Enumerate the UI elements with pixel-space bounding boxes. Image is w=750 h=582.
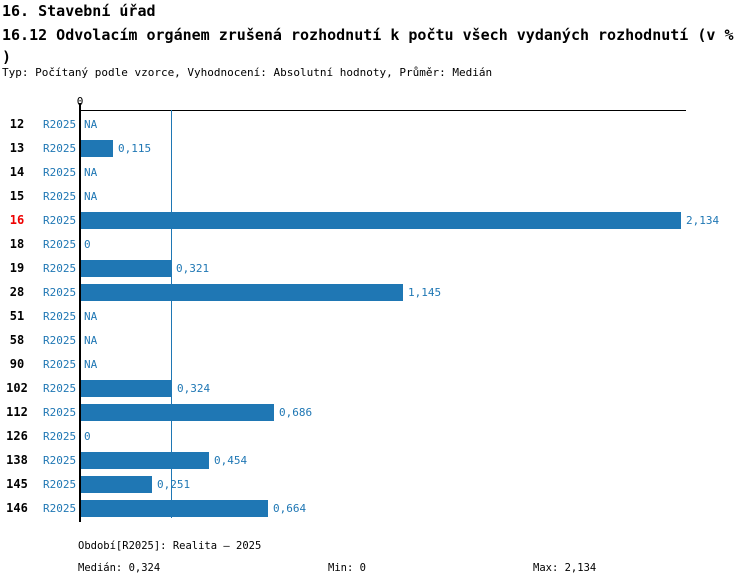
row-value-label: 0,321 xyxy=(176,262,210,275)
value-bar xyxy=(81,284,403,301)
row-value-label: 0,251 xyxy=(157,478,191,491)
row-series-label: R2025 xyxy=(43,142,77,155)
row-series-label: R2025 xyxy=(43,478,77,491)
row-category-label: 12 xyxy=(9,117,25,131)
x-axis-line xyxy=(80,110,686,111)
row-value-label: NA xyxy=(84,310,98,323)
row-value-label: NA xyxy=(84,190,98,203)
chart-row-14: 14 R2025 NA xyxy=(0,160,750,184)
row-series-label: R2025 xyxy=(43,454,77,467)
row-category-label: 14 xyxy=(9,165,25,179)
row-value-label: 0,664 xyxy=(273,502,307,515)
value-bar xyxy=(81,380,172,397)
row-series-label: R2025 xyxy=(43,310,77,323)
row-series-label: R2025 xyxy=(43,502,77,515)
row-category-label: 58 xyxy=(9,333,25,347)
row-value-label: NA xyxy=(84,334,98,347)
row-series-label: R2025 xyxy=(43,358,77,371)
row-series-label: R2025 xyxy=(43,166,77,179)
page-title: 16. Stavební úřad xyxy=(2,2,156,20)
row-category-label: 18 xyxy=(9,237,25,251)
row-category-label: 16 xyxy=(9,213,25,227)
indicator-subtitle-line1: 16.12 Odvolacím orgánem zrušená rozhodnu… xyxy=(2,26,734,44)
chart-row-16: 16 R2025 2,134 xyxy=(0,208,750,232)
row-value-label: 0,686 xyxy=(279,406,313,419)
footer-min-stat: Min: 0 xyxy=(328,562,366,574)
chart-row-146: 146 R2025 0,664 xyxy=(0,496,750,520)
row-value-label: 0,324 xyxy=(177,382,211,395)
row-series-label: R2025 xyxy=(43,382,77,395)
row-category-label: 138 xyxy=(6,453,28,467)
value-bar xyxy=(81,404,274,421)
chart-row-13: 13 R2025 0,115 xyxy=(0,136,750,160)
row-value-label: 0 xyxy=(84,430,91,443)
chart-row-19: 19 R2025 0,321 xyxy=(0,256,750,280)
row-value-label: 2,134 xyxy=(686,214,720,227)
chart-row-18: 18 R2025 0 xyxy=(0,232,750,256)
chart-row-28: 28 R2025 1,145 xyxy=(0,280,750,304)
row-category-label: 90 xyxy=(9,357,25,371)
row-value-label: 0,115 xyxy=(118,142,152,155)
chart-row-90: 90 R2025 NA xyxy=(0,352,750,376)
value-bar xyxy=(81,140,113,157)
footer-max-stat: Max: 2,134 xyxy=(533,562,597,574)
y-axis-line xyxy=(79,103,81,522)
row-category-label: 51 xyxy=(9,309,25,323)
value-bar xyxy=(81,500,268,517)
chart-row-112: 112 R2025 0,686 xyxy=(0,400,750,424)
row-category-label: 102 xyxy=(6,381,28,395)
chart-row-138: 138 R2025 0,454 xyxy=(0,448,750,472)
row-category-label: 19 xyxy=(9,261,25,275)
chart-row-51: 51 R2025 NA xyxy=(0,304,750,328)
value-bar xyxy=(81,212,681,229)
value-bar xyxy=(81,476,152,493)
row-series-label: R2025 xyxy=(43,262,77,275)
chart-row-102: 102 R2025 0,324 xyxy=(0,376,750,400)
median-reference-line xyxy=(171,110,172,518)
row-value-label: NA xyxy=(84,118,98,131)
chart-row-126: 126 R2025 0 xyxy=(0,424,750,448)
row-category-label: 146 xyxy=(6,501,28,515)
chart-row-145: 145 R2025 0,251 xyxy=(0,472,750,496)
row-series-label: R2025 xyxy=(43,190,77,203)
footer-median-stat: Medián: 0,324 xyxy=(78,562,161,574)
value-bar xyxy=(81,260,171,277)
chart-row-15: 15 R2025 NA xyxy=(0,184,750,208)
row-category-label: 15 xyxy=(9,189,25,203)
row-category-label: 112 xyxy=(6,405,28,419)
chart-row-12: 12 R2025 NA xyxy=(0,112,750,136)
value-bar xyxy=(81,452,209,469)
row-value-label: 0,454 xyxy=(214,454,248,467)
row-series-label: R2025 xyxy=(43,214,77,227)
footer-period-label: Období[R2025]: Realita – 2025 xyxy=(78,540,262,552)
row-series-label: R2025 xyxy=(43,286,77,299)
row-series-label: R2025 xyxy=(43,118,77,131)
row-value-label: 1,145 xyxy=(408,286,442,299)
row-series-label: R2025 xyxy=(43,406,77,419)
indicator-subtitle-line2: ) xyxy=(2,48,12,66)
row-value-label: NA xyxy=(84,166,98,179)
chart-row-58: 58 R2025 NA xyxy=(0,328,750,352)
row-value-label: NA xyxy=(84,358,98,371)
row-category-label: 126 xyxy=(6,429,28,443)
row-series-label: R2025 xyxy=(43,334,77,347)
row-value-label: 0 xyxy=(84,238,91,251)
indicator-meta-info: Typ: Počítaný podle vzorce, Vyhodnocení:… xyxy=(2,66,493,79)
row-series-label: R2025 xyxy=(43,430,77,443)
row-category-label: 13 xyxy=(9,141,25,155)
x-axis-zero-tick-label: 0 xyxy=(76,95,84,108)
row-category-label: 28 xyxy=(9,285,25,299)
row-category-label: 145 xyxy=(6,477,28,491)
row-series-label: R2025 xyxy=(43,238,77,251)
